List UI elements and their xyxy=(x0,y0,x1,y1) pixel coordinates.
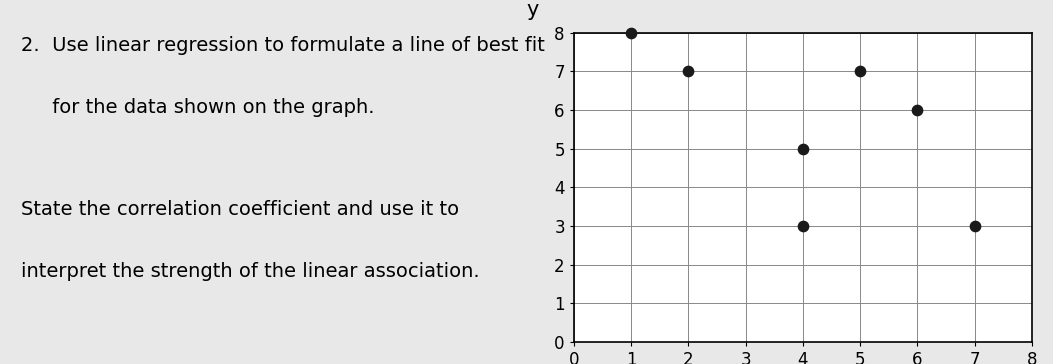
Point xyxy=(967,223,984,229)
Text: State the correlation coefficient and use it to: State the correlation coefficient and us… xyxy=(21,200,459,219)
Text: 2.  Use linear regression to formulate a line of best fit: 2. Use linear regression to formulate a … xyxy=(21,36,545,55)
Point xyxy=(795,223,812,229)
Point xyxy=(680,68,697,74)
Text: interpret the strength of the linear association.: interpret the strength of the linear ass… xyxy=(21,262,480,281)
Point xyxy=(622,30,639,36)
Point xyxy=(909,107,926,113)
Point xyxy=(795,146,812,152)
Text: for the data shown on the graph.: for the data shown on the graph. xyxy=(21,98,375,117)
Point xyxy=(852,68,869,74)
Y-axis label: y: y xyxy=(526,0,539,20)
